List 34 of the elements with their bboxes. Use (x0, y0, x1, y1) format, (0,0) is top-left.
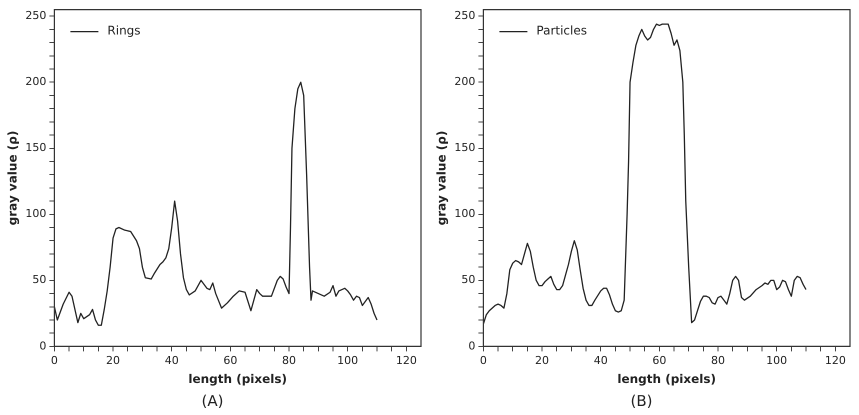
x-tick-label: 60 (223, 354, 238, 367)
y-tick-label: 50 (32, 273, 46, 286)
y-tick-label: 0 (39, 339, 46, 352)
y-axis-title: gray value (ρ) (5, 130, 20, 226)
y-tick-label: 100 (454, 207, 476, 220)
x-tick-label: 60 (652, 354, 666, 367)
x-tick-label: 120 (396, 354, 417, 367)
x-tick-label: 100 (337, 354, 358, 367)
y-tick-label: 150 (454, 141, 476, 154)
x-tick-label: 80 (711, 354, 726, 367)
y-tick-label: 200 (454, 75, 476, 88)
x-tick-label: 20 (106, 354, 120, 367)
x-tick-label: 20 (535, 354, 550, 367)
y-tick-label: 100 (25, 207, 46, 220)
y-tick-label: 150 (25, 141, 46, 154)
x-tick-label: 40 (164, 354, 179, 367)
y-tick-label: 200 (25, 75, 46, 88)
x-tick-label: 100 (766, 354, 788, 367)
x-axis-title: length (pixels) (617, 372, 716, 386)
x-axis-title: length (pixels) (188, 372, 288, 386)
legend-label: Particles (536, 24, 587, 38)
y-tick-label: 250 (454, 9, 476, 22)
x-tick-label: 0 (50, 354, 58, 367)
x-tick-label: 0 (480, 354, 487, 367)
y-tick-label: 50 (461, 273, 476, 286)
x-tick-label: 40 (594, 354, 608, 367)
y-tick-label: 0 (468, 339, 476, 352)
text: (B) (630, 392, 652, 410)
x-tick-label: 120 (824, 354, 846, 367)
legend-label: Rings (107, 24, 141, 38)
text: (A) (202, 392, 224, 410)
y-tick-label: 250 (25, 9, 46, 22)
y-axis-title: gray value (ρ) (434, 130, 448, 226)
x-tick-label: 80 (282, 354, 296, 367)
